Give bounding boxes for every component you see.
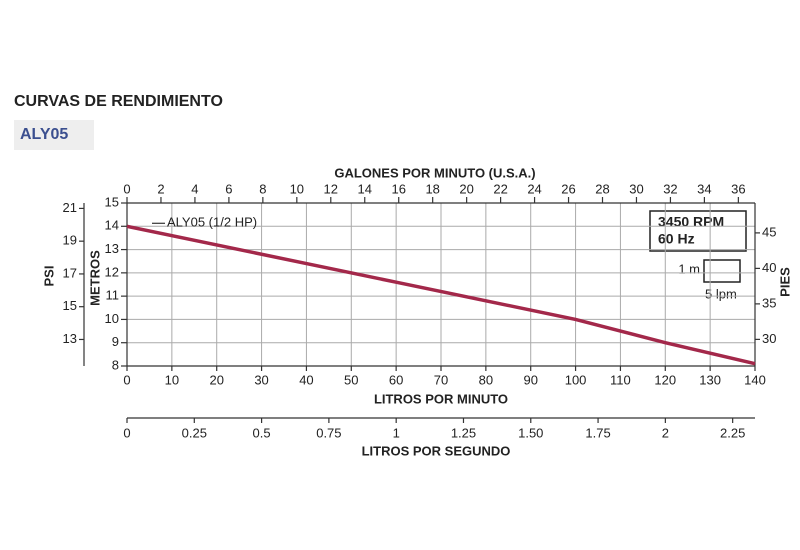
psi-tick-label: 13 xyxy=(63,331,77,346)
x-tick-label: 0 xyxy=(123,372,130,387)
y2-tick-label: 35 xyxy=(762,295,776,310)
legend-label: ALY05 (1/2 HP) xyxy=(167,215,257,230)
top-tick-label: 26 xyxy=(561,181,575,196)
top-tick-label: 12 xyxy=(324,181,338,196)
top-tick-label: 20 xyxy=(459,181,473,196)
top-tick-label: 18 xyxy=(425,181,439,196)
model: ALY05 xyxy=(20,126,68,143)
top-tick-label: 36 xyxy=(731,181,745,196)
top-tick-label: 14 xyxy=(358,181,372,196)
speed-box xyxy=(649,210,747,252)
y2-tick-label: 40 xyxy=(762,260,776,275)
psi-tick-label: 17 xyxy=(63,265,77,280)
x-tick-label: 40 xyxy=(299,372,313,387)
x2-tick-label: 1.25 xyxy=(451,425,476,440)
x2-tick-label: 2 xyxy=(662,425,669,440)
x-tick-label: 30 xyxy=(254,372,268,387)
x-axis-title: LITROS POR MINUTO xyxy=(374,391,508,406)
top-tick-label: 30 xyxy=(629,181,643,196)
psi-tick-label: 19 xyxy=(63,233,77,248)
top-tick-label: 28 xyxy=(595,181,609,196)
x2-tick-label: 0 xyxy=(123,425,130,440)
psi-tick-label: 15 xyxy=(63,298,77,313)
y-tick-label: 15 xyxy=(105,194,119,209)
x-tick-label: 50 xyxy=(344,372,358,387)
y-tick-label: 13 xyxy=(105,241,119,256)
x2-tick-label: 0.5 xyxy=(253,425,271,440)
x2-tick-label: 1.50 xyxy=(518,425,543,440)
top-tick-label: 16 xyxy=(391,181,405,196)
scale-y: 1 m xyxy=(678,261,700,276)
x2-tick-label: 0.25 xyxy=(182,425,207,440)
x-tick-label: 100 xyxy=(565,372,587,387)
x-tick-label: 70 xyxy=(434,372,448,387)
x-tick-label: 130 xyxy=(699,372,721,387)
page-title: CURVAS DE RENDIMIENTO xyxy=(14,93,223,110)
psi-tick-label: 21 xyxy=(63,200,77,215)
scale-box xyxy=(703,259,741,283)
y2-tick-label: 30 xyxy=(762,331,776,346)
x-tick-label: 90 xyxy=(523,372,537,387)
x2-axis-title: LITROS POR SEGUNDO xyxy=(362,443,511,458)
y-tick-label: 14 xyxy=(105,218,119,233)
y-axis-title: METROS xyxy=(87,250,102,306)
x2-tick-label: 2.25 xyxy=(720,425,745,440)
y2-axis-title: PIES xyxy=(777,267,792,297)
x-tick-label: 20 xyxy=(209,372,223,387)
top-tick-label: 2 xyxy=(157,181,164,196)
x-tick-label: 80 xyxy=(479,372,493,387)
x-tick-label: 60 xyxy=(389,372,403,387)
top-tick-label: 6 xyxy=(225,181,232,196)
top-tick-label: 10 xyxy=(290,181,304,196)
x-tick-label: 110 xyxy=(610,372,631,387)
speed: 3450 RPM xyxy=(658,214,724,230)
y2-tick-label: 45 xyxy=(762,224,776,239)
model-box xyxy=(14,120,94,150)
x-tick-label: 10 xyxy=(165,372,179,387)
top-tick-label: 34 xyxy=(697,181,711,196)
y-tick-label: 8 xyxy=(112,357,119,372)
y-tick-label: 11 xyxy=(106,288,120,303)
psi-axis-title: PSI xyxy=(41,266,56,287)
top-axis-title: GALONES POR MINUTO (U.S.A.) xyxy=(334,165,535,180)
x-tick-label: 140 xyxy=(744,372,766,387)
frequency: 60 Hz xyxy=(658,231,695,247)
top-tick-label: 8 xyxy=(259,181,266,196)
top-tick-label: 22 xyxy=(493,181,507,196)
top-tick-label: 24 xyxy=(527,181,541,196)
scale-x: 5 lpm xyxy=(705,286,737,301)
series-line xyxy=(126,224,756,366)
top-tick-label: 4 xyxy=(191,181,198,196)
y-tick-label: 9 xyxy=(112,334,119,349)
top-tick-label: 0 xyxy=(123,181,130,196)
x2-tick-label: 1 xyxy=(393,425,400,440)
x-tick-label: 120 xyxy=(654,372,676,387)
x2-tick-label: 1.75 xyxy=(585,425,610,440)
x2-tick-label: 0.75 xyxy=(316,425,341,440)
top-tick-label: 32 xyxy=(663,181,677,196)
y-tick-label: 10 xyxy=(105,311,119,326)
y-tick-label: 12 xyxy=(105,264,119,279)
